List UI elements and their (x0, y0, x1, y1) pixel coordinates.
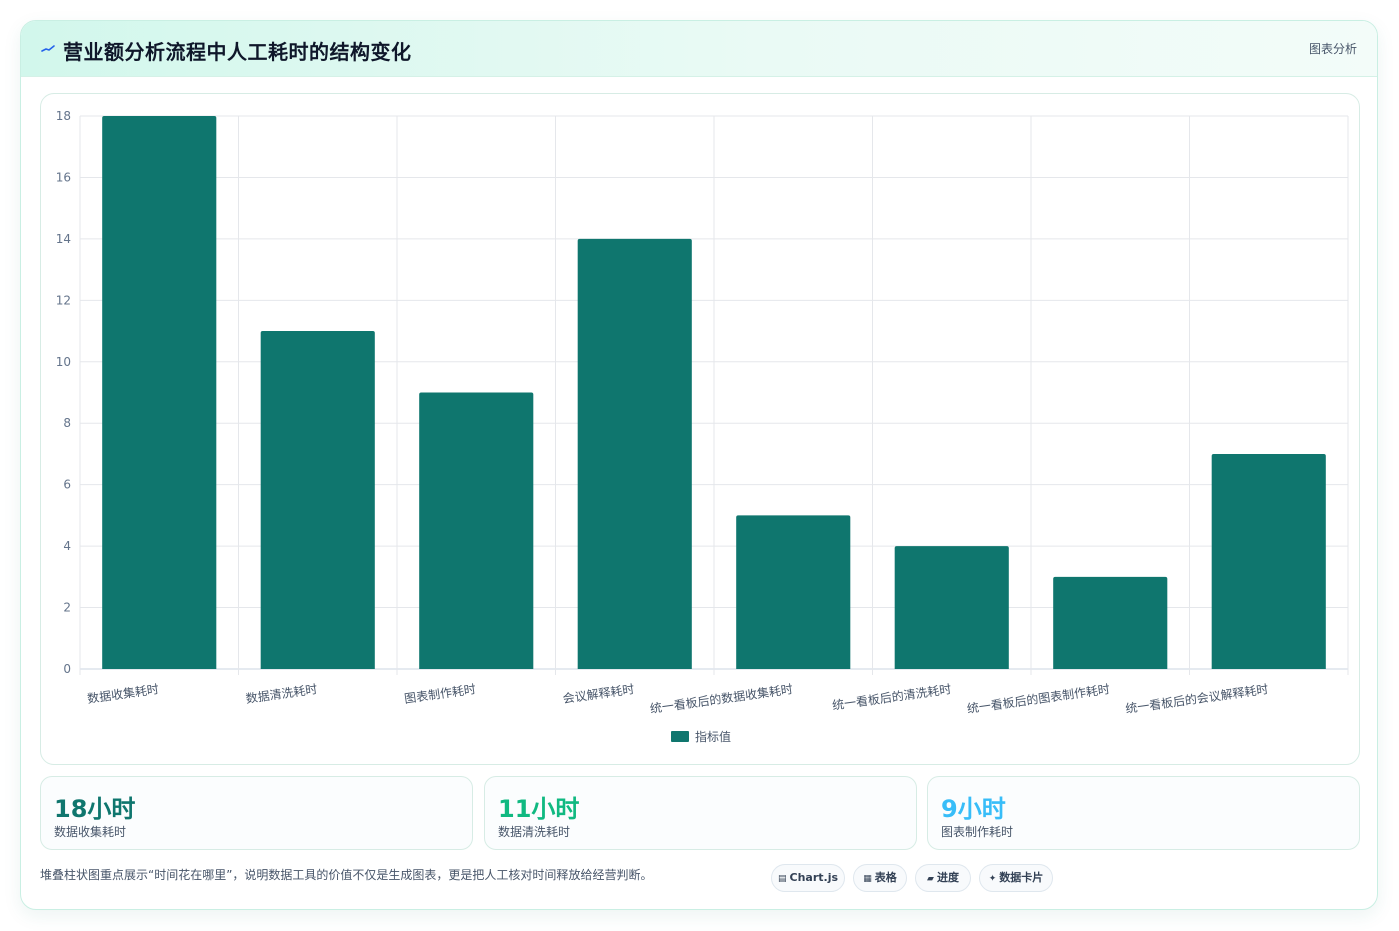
bar (260, 331, 375, 669)
legend-label: 指标值 (695, 729, 731, 744)
chip-data-card[interactable]: ✦ 数据卡片 (979, 864, 1053, 892)
chip-chartjs[interactable]: ▤ Chart.js (771, 864, 845, 892)
bar (577, 238, 692, 669)
card-header: 营业额分析流程中人工耗时的结构变化 图表分析 (21, 21, 1377, 77)
kpi-row: 18小时 数据收集耗时 11小时 数据清洗耗时 9小时 图表制作耗时 (40, 776, 1360, 850)
chip-progress[interactable]: ▰ 进度 (915, 864, 971, 892)
kpi-value: 9小时 (941, 795, 1006, 823)
bar (102, 116, 217, 669)
kpi-label: 图表制作耗时 (941, 825, 1014, 839)
chart-type-tag: 图表分析 (1308, 42, 1357, 56)
sparkle-icon: ✦ (988, 874, 997, 884)
kpi-card-collect: 18小时 数据收集耗时 (40, 776, 473, 850)
x-tick-label: 图表制作耗时 (403, 682, 476, 706)
progress-icon: ▰ (927, 874, 934, 884)
chart-container: 0 2 4 6 8 10 12 14 16 18 数据收集耗时 数据清洗耗时 图表制作耗时 会议解释耗时统… (40, 93, 1360, 765)
chart-card: 营业额分析流程中人工耗时的结构变化 图表分析 0 2 4 6 8 10 12 14 16 18 数据… (20, 20, 1378, 910)
y-tick-label: 14 (56, 232, 71, 246)
x-tick-label: 统一看板后的清洗耗时 (831, 681, 952, 713)
y-tick-label: 0 (63, 662, 71, 676)
x-tick-label: 数据清洗耗时 (245, 681, 318, 706)
x-tick-label: 统一看板后的数据收集耗时 (649, 681, 794, 716)
x-tick-label: 会议解释耗时 (562, 682, 635, 706)
y-tick-label: 18 (56, 109, 71, 123)
kpi-label: 数据收集耗时 (54, 825, 127, 839)
chip-label: 进度 (936, 871, 959, 884)
y-tick-label: 16 (56, 170, 71, 184)
table-icon: ▦ (863, 874, 872, 884)
kpi-card-chart: 9小时 图表制作耗时 (927, 776, 1360, 850)
pulse-icon (41, 45, 55, 52)
bar (736, 515, 851, 669)
y-tick-label: 6 (63, 478, 71, 492)
kpi-card-clean: 11小时 数据清洗耗时 (484, 776, 917, 850)
y-tick-label: 4 (63, 539, 71, 553)
y-tick-label: 12 (56, 293, 71, 307)
x-tick-label: 数据收集耗时 (86, 681, 159, 706)
bar (1211, 453, 1326, 669)
bar (419, 392, 534, 669)
kpi-value: 18小时 (54, 795, 136, 823)
bar (1053, 576, 1168, 669)
chip-label: 数据卡片 (999, 871, 1044, 884)
chart-icon: ▤ (777, 874, 787, 884)
chip-table[interactable]: ▦ 表格 (853, 864, 907, 892)
bar-chart: 024681012141618数据收集耗时 数据清洗耗时 图表制作耗时 会议解释耗时统… (56, 109, 1349, 744)
bar (894, 546, 1009, 669)
y-tick-label: 10 (56, 355, 71, 369)
footnote-text: 堆叠柱状图重点展示“时间花在哪里”，说明数据工具的价值不仅是生成图表，更是把人工… (40, 868, 653, 882)
y-tick-label: 2 (63, 601, 71, 615)
y-tick-label: 8 (63, 416, 71, 430)
x-tick-label: 统一看板后的会议解释耗时 (1124, 681, 1269, 716)
kpi-label: 数据清洗耗时 (498, 825, 571, 839)
page-title: 营业额分析流程中人工耗时的结构变化 (63, 40, 412, 64)
legend-swatch (671, 731, 689, 742)
chip-label: Chart.js (789, 871, 839, 884)
kpi-value: 11小时 (498, 795, 580, 823)
chip-label: 表格 (874, 871, 897, 884)
x-tick-label: 统一看板后的图表制作耗时 (966, 681, 1111, 716)
